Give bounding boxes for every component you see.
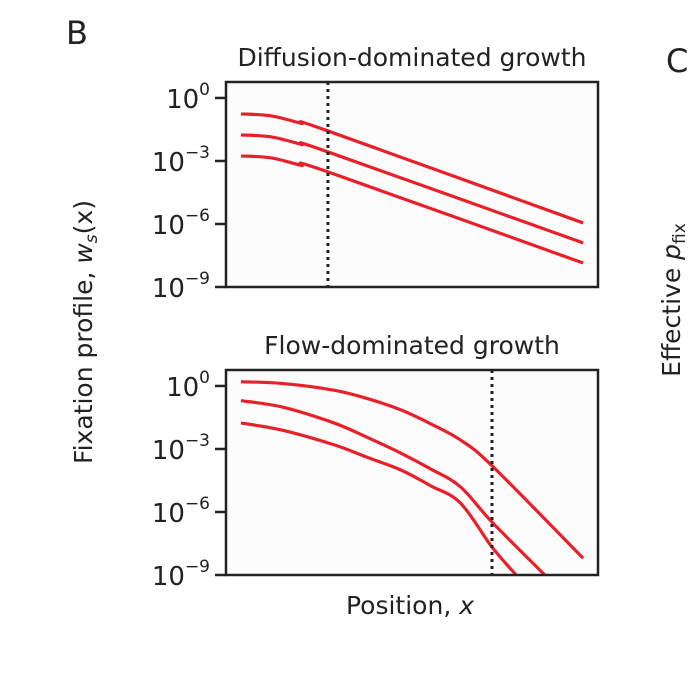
- y-tick-label: 10−6: [152, 494, 210, 529]
- panel-label-c: C: [666, 42, 688, 80]
- y-tick-label: 100: [166, 368, 210, 403]
- series-line-curve-2: [240, 133, 584, 245]
- plot-area: [226, 370, 598, 575]
- y-tick-label: 10−3: [152, 143, 210, 178]
- chart-title: Diffusion-dominated growth: [237, 43, 586, 72]
- series-line-curve-3: [240, 154, 584, 265]
- axes-frame: [224, 80, 600, 289]
- svg-text:Effective pfix: Effective pfix: [657, 223, 690, 377]
- x-axis-label: Position, x: [346, 591, 474, 620]
- y-axis-label: Fixation profile, ws(x): [69, 200, 102, 464]
- flow-plot: Flow-dominated growth 100 10−3 10−6 10−9: [152, 331, 600, 592]
- y-tick-label: 100: [166, 80, 210, 115]
- right-panel-ylabel: Effective pfix: [657, 223, 690, 377]
- series-line-curve-1: [240, 380, 585, 560]
- diffusion-plot: Diffusion-dominated growth 100 10−3 10−6 10−…: [152, 43, 600, 304]
- axes-frame: [224, 368, 600, 577]
- panel-label-b: B: [66, 14, 88, 52]
- plot-area: [226, 82, 598, 287]
- y-tick-label: 10−6: [152, 206, 210, 241]
- series-line-curve-2: [240, 399, 546, 575]
- y-tick-label: 10−3: [152, 431, 210, 466]
- series-line-curve-3: [240, 421, 518, 575]
- series-line-curve-1: [240, 112, 584, 225]
- chart-title: Flow-dominated growth: [264, 331, 560, 360]
- y-tick-label: 10−9: [152, 269, 210, 304]
- svg-text:Fixation profile, ws(x): Fixation profile, ws(x): [69, 200, 102, 464]
- y-tick-label: 10−9: [152, 557, 210, 592]
